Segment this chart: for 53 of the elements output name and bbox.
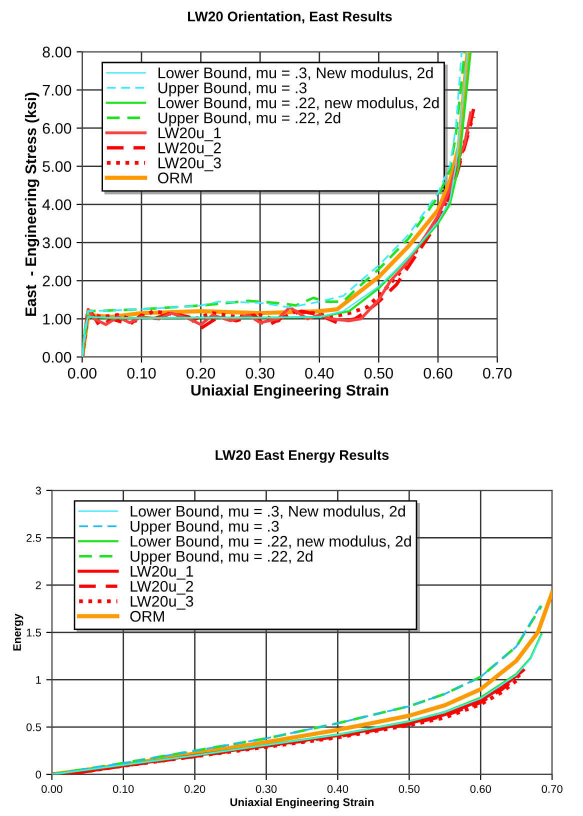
x-tick-label: 0.10 bbox=[127, 368, 156, 379]
legend-label: Upper Bound, mu = .3 bbox=[130, 520, 279, 535]
y-tick-label: 0.5 bbox=[26, 723, 42, 732]
legend-label: LW20u_3 bbox=[130, 596, 194, 610]
legend-label: LW20u_1 bbox=[158, 128, 221, 142]
y-tick-label: 1.5 bbox=[26, 628, 42, 637]
x-axis-title: Uniaxial Engineering Strain bbox=[230, 798, 374, 808]
y-axis-title: East - Engineering Stress (ksi) bbox=[24, 92, 40, 316]
legend-label: Lower Bound, mu = .3, New modulus, 2d bbox=[158, 67, 433, 80]
y-tick-label: 2.5 bbox=[26, 534, 42, 542]
x-tick-label: 0.70 bbox=[542, 785, 562, 793]
x-tick-label: 0.40 bbox=[327, 785, 348, 793]
y-tick-label: 5.00 bbox=[42, 161, 72, 172]
y-tick-label: 0 bbox=[36, 770, 42, 779]
x-tick-label: 0.60 bbox=[424, 368, 452, 379]
x-tick-label: 0.30 bbox=[246, 368, 274, 379]
x-tick-label: 0.30 bbox=[256, 785, 277, 793]
y-tick-label: 0.00 bbox=[42, 352, 72, 363]
chart-title: LW20 Orientation, East Results bbox=[188, 11, 392, 24]
legend-label: Lower Bound, mu = .22, new modulus, 2d bbox=[130, 535, 411, 549]
x-tick-label: 0.50 bbox=[398, 785, 420, 793]
x-tick-label: 0.50 bbox=[364, 368, 393, 379]
y-tick-label: 7.00 bbox=[42, 84, 72, 96]
x-tick-label: 0.20 bbox=[186, 368, 216, 379]
legend-label: Upper Bound, mu = .22, 2d bbox=[158, 112, 340, 126]
y-tick-label: 3 bbox=[36, 486, 41, 495]
y-tick-label: 3.00 bbox=[42, 237, 72, 248]
y-tick-label: 2 bbox=[36, 581, 41, 590]
legend-label: LW20u_2 bbox=[130, 580, 194, 595]
legend-label: Lower Bound, mu = .3, New modulus, 2d bbox=[130, 505, 405, 519]
y-tick-label: 6.00 bbox=[42, 122, 72, 134]
legend-label: Upper Bound, mu = .22, 2d bbox=[130, 550, 312, 565]
legend-label: LW20u_2 bbox=[158, 142, 221, 156]
y-tick-label: 2.00 bbox=[42, 276, 72, 286]
legend-label: Lower Bound, mu = .22, new modulus, 2d bbox=[158, 97, 439, 110]
legend-label: LW20u_1 bbox=[130, 566, 194, 580]
legend-label: ORM bbox=[158, 172, 192, 184]
y-tick-label: 4.00 bbox=[42, 199, 72, 210]
y-axis-title: Energy bbox=[13, 614, 24, 650]
x-tick-label: 0.00 bbox=[68, 368, 96, 379]
y-tick-label: 1.00 bbox=[43, 314, 72, 325]
x-axis-title: Uniaxial Engineering Strain bbox=[191, 384, 388, 399]
x-tick-label: 0.20 bbox=[184, 785, 206, 793]
x-tick-label: 0.60 bbox=[470, 785, 492, 793]
y-tick-label: 1 bbox=[36, 676, 41, 684]
legend-label: ORM bbox=[130, 610, 164, 622]
x-tick-label: 0.10 bbox=[112, 785, 134, 793]
legend-label: Upper Bound, mu = .3 bbox=[158, 82, 307, 96]
x-tick-label: 0.40 bbox=[305, 368, 334, 379]
chart-title: LW20 East Energy Results bbox=[216, 450, 389, 463]
x-tick-label: 0.70 bbox=[483, 368, 512, 379]
legend-label: LW20u_3 bbox=[158, 158, 221, 172]
y-tick-label: 8.00 bbox=[42, 46, 72, 58]
